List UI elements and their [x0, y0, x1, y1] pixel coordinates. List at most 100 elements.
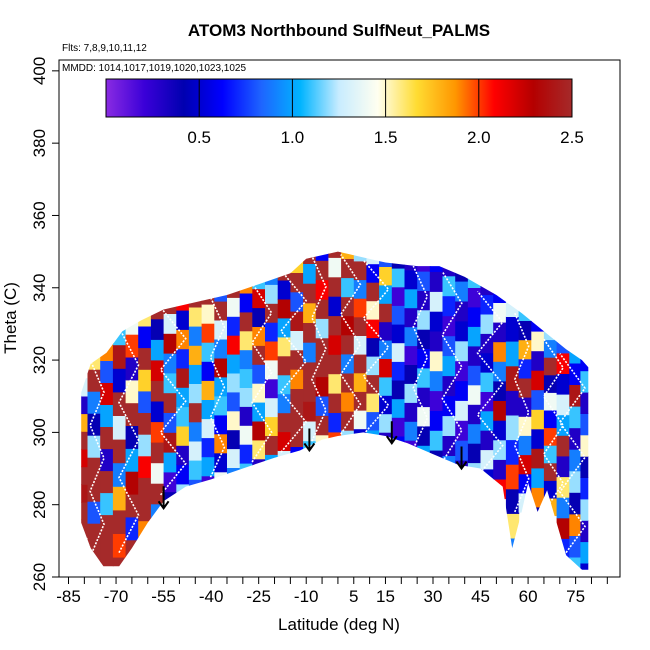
heatmap-cell	[201, 380, 215, 400]
heatmap-cell	[493, 400, 507, 421]
heatmap-cell	[112, 486, 127, 511]
heatmap-cell	[531, 350, 545, 371]
heatmap-cell	[569, 535, 581, 558]
colorbar-tick-label: 1.5	[374, 128, 398, 147]
heatmap-cell	[201, 418, 215, 439]
heatmap-cell	[125, 539, 139, 564]
heatmap-cell	[138, 390, 152, 413]
heatmap-cell	[227, 354, 241, 374]
heatmap-cell	[569, 556, 581, 570]
heatmap-cell	[100, 448, 114, 472]
heatmap-cell	[227, 410, 241, 431]
heatmap-cell	[442, 255, 456, 277]
heatmap-cell	[277, 355, 291, 376]
heatmap-cell	[214, 357, 228, 378]
heatmap-cell	[328, 412, 342, 433]
x-tick-label: -25	[246, 587, 271, 606]
heatmap-cell	[138, 369, 152, 392]
heatmap-cell	[569, 384, 581, 407]
heatmap-cell	[265, 397, 279, 418]
colorbar-tick-label: 0.5	[187, 128, 211, 147]
heatmap-cell	[391, 342, 406, 362]
heatmap-cell	[176, 348, 190, 369]
heatmap-cell	[150, 442, 165, 464]
flight-track-line	[513, 312, 530, 513]
x-tick-label: -55	[151, 587, 176, 606]
heatmap-cell	[442, 415, 456, 436]
heatmap-cell	[81, 448, 89, 468]
heatmap-cell	[493, 341, 507, 362]
heatmap-cell	[518, 416, 532, 436]
heatmap-cell	[442, 295, 456, 317]
heatmap-cell	[467, 345, 482, 366]
heatmap-cell	[265, 454, 279, 474]
heatmap-cell	[518, 339, 532, 360]
flight-track-line	[476, 290, 504, 477]
heatmap-cell	[100, 492, 114, 516]
heatmap-cell	[265, 340, 279, 361]
heatmap-cell	[328, 373, 342, 394]
heatmap-cell	[493, 302, 507, 323]
heatmap-cell	[366, 393, 380, 413]
heatmap-cell	[531, 506, 545, 527]
heatmap-cell	[404, 440, 418, 460]
heatmap-cell	[214, 433, 228, 454]
heatmap-cell	[391, 324, 406, 344]
heatmap-cell	[227, 297, 241, 317]
heatmap-cell	[480, 430, 494, 451]
heatmap-cell	[543, 497, 558, 517]
heatmap-cell	[556, 332, 570, 354]
flight-track-line	[89, 359, 105, 558]
heatmap-cell	[176, 425, 190, 446]
heatmap-cell	[315, 279, 329, 300]
heatmap-cell	[505, 365, 520, 391]
y-tick-label: 260	[30, 563, 49, 591]
heatmap-cell	[455, 281, 469, 302]
y-tick-label: 320	[30, 346, 49, 374]
heatmap-cell	[290, 311, 304, 331]
heatmap-cell	[353, 410, 368, 430]
heatmap-cell	[112, 344, 127, 369]
heatmap-cell	[379, 376, 393, 396]
heatmap-cell	[391, 251, 406, 269]
heatmap-cell	[303, 401, 317, 422]
heatmap-cell	[188, 287, 203, 308]
heatmap-cell	[480, 449, 494, 470]
heatmap-cell	[265, 435, 279, 455]
x-tick-label: -85	[56, 587, 81, 606]
heatmap-cell	[125, 311, 139, 335]
heatmap-cell	[442, 275, 456, 297]
heatmap-cell	[580, 413, 589, 436]
flight-track-line	[118, 327, 140, 553]
heatmap-cell	[518, 377, 532, 398]
heatmap-cell	[404, 364, 418, 384]
heatmap-cell	[480, 275, 494, 296]
heatmap-cell	[353, 316, 368, 336]
heatmap-cell	[87, 501, 101, 524]
x-tick-label: 30	[424, 587, 443, 606]
heatmap-cell	[467, 443, 482, 464]
heatmap-cell	[341, 430, 355, 450]
heatmap-cell	[315, 318, 329, 339]
heatmap-cell	[353, 372, 368, 392]
heatmap-cell	[328, 257, 342, 278]
heatmap-cell	[214, 471, 228, 492]
colorbar-tick-label: 1.0	[281, 128, 305, 147]
heatmap-cell	[277, 412, 291, 433]
heatmap-cell	[480, 391, 494, 412]
heatmap-cell	[87, 523, 101, 546]
heatmap-cell	[328, 251, 342, 258]
heatmap-cell	[328, 276, 342, 297]
heatmap-cell	[353, 391, 368, 411]
heatmap-cell	[87, 391, 101, 414]
heatmap-cell	[505, 537, 520, 564]
heatmap-cell	[455, 300, 469, 322]
heatmap-cell	[290, 330, 304, 351]
heatmap-cell	[265, 416, 279, 436]
heatmap-cell	[429, 311, 444, 332]
heatmap-cell	[81, 519, 89, 538]
heatmap-cell	[239, 425, 253, 445]
y-axis-label: Theta (C)	[1, 282, 20, 354]
heatmap-cell	[341, 296, 355, 317]
heatmap-cell	[531, 467, 545, 488]
